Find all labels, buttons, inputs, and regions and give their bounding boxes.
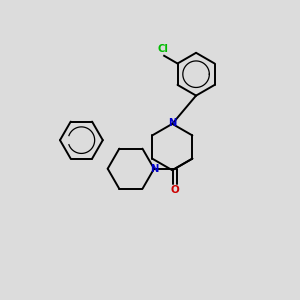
Text: O: O (170, 185, 179, 195)
Text: N: N (168, 118, 176, 128)
Text: Cl: Cl (158, 44, 169, 54)
Text: N: N (150, 164, 158, 174)
